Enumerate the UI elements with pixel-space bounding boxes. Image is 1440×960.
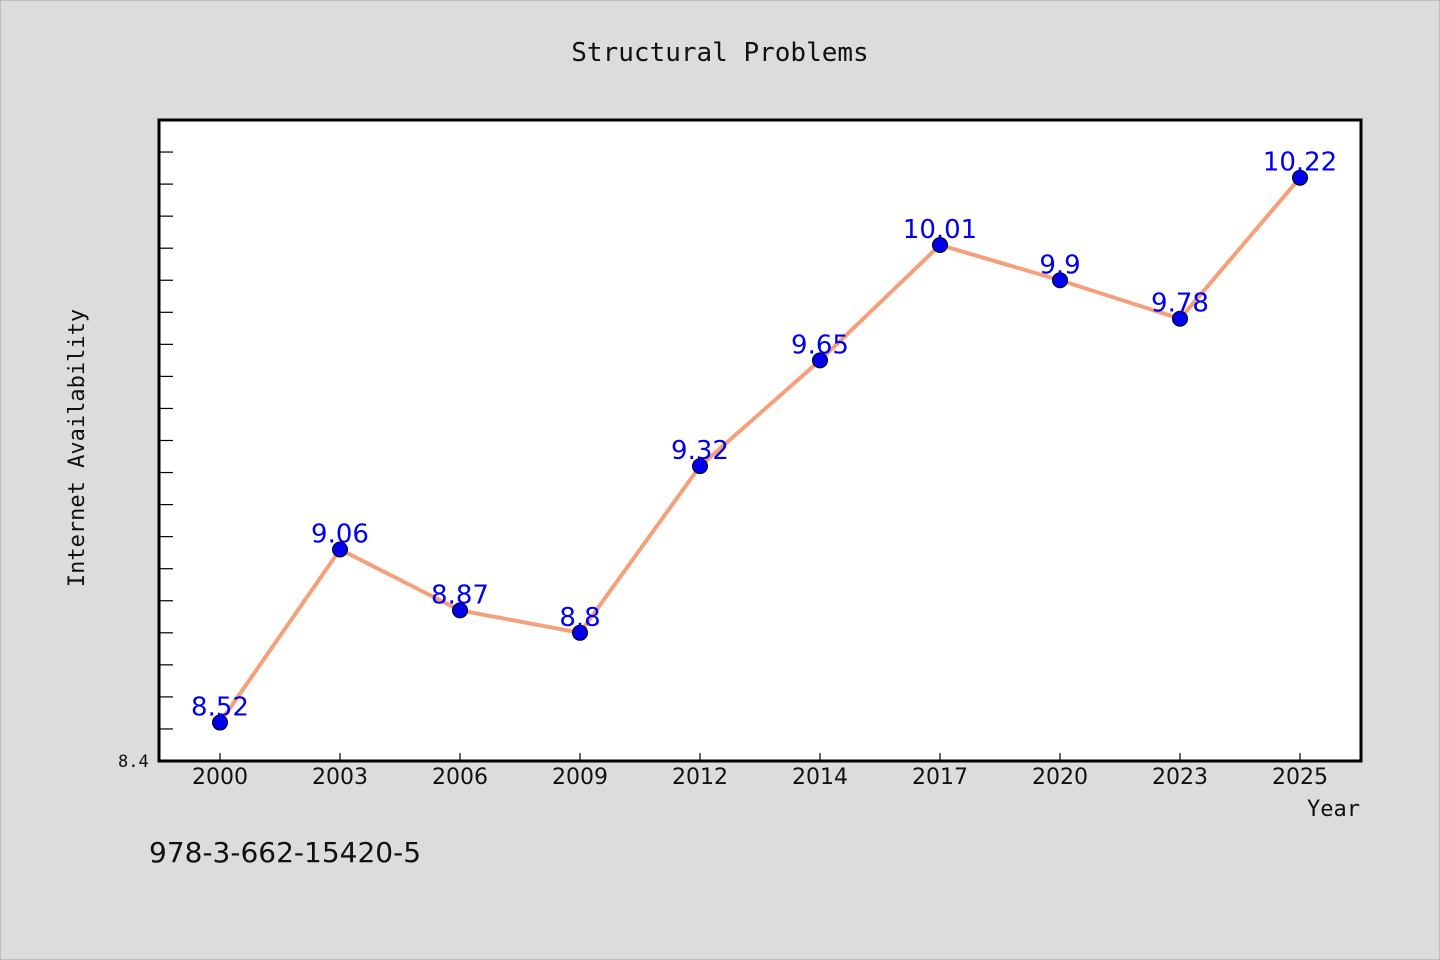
data-point [812, 352, 828, 369]
y-axis-ticks [158, 151, 173, 730]
y-axis-min-label: 8.4 [118, 752, 149, 772]
y-axis-label: Internet Availability [65, 309, 90, 587]
data-label: 9.06 [311, 519, 369, 549]
data-label-layer: 8.52 9.06 8.87 8.8 9.32 9.65 10.01 9.9 9.78 10.22 [191, 148, 1337, 723]
x-axis-tick-labels: 2000 2003 2006 2009 2012 2014 2017 2020 2023 2025 [192, 753, 1328, 790]
data-label: 8.87 [431, 580, 489, 610]
x-tick-label: 2012 [672, 765, 728, 790]
x-tick-label: 2000 [192, 765, 248, 790]
data-label: 10.01 [903, 215, 977, 245]
x-tick-label: 2023 [1152, 765, 1208, 790]
data-label: 9.78 [1151, 289, 1209, 319]
data-label: 10.22 [1263, 148, 1337, 178]
data-point [572, 624, 588, 641]
x-tick-label: 2017 [912, 765, 968, 790]
x-axis-label: Year [1307, 797, 1360, 822]
data-point [332, 541, 348, 558]
series-layer [212, 169, 1308, 731]
data-point [1172, 310, 1188, 327]
x-tick-label: 2020 [1032, 765, 1088, 790]
x-tick-label: 2003 [312, 765, 368, 790]
x-tick-label: 2014 [792, 765, 848, 790]
data-point [1052, 272, 1068, 289]
x-tick-label: 2009 [552, 765, 608, 790]
chart-title: Structural Problems [571, 38, 868, 68]
data-label: 9.9 [1039, 250, 1080, 280]
data-point [1292, 169, 1308, 186]
data-point [212, 714, 228, 731]
isbn-footer: 978-3-662-15420-5 [149, 836, 421, 869]
x-tick-label: 2006 [432, 765, 488, 790]
data-label: 9.32 [671, 436, 729, 466]
series-line [218, 176, 1302, 724]
data-point [452, 602, 468, 619]
data-label: 8.52 [191, 693, 249, 723]
x-tick-label: 2025 [1272, 765, 1328, 790]
data-label: 8.8 [559, 603, 600, 633]
data-point [692, 458, 708, 475]
data-label: 9.65 [791, 330, 849, 360]
plot-area [157, 118, 1363, 763]
data-point [932, 236, 948, 253]
